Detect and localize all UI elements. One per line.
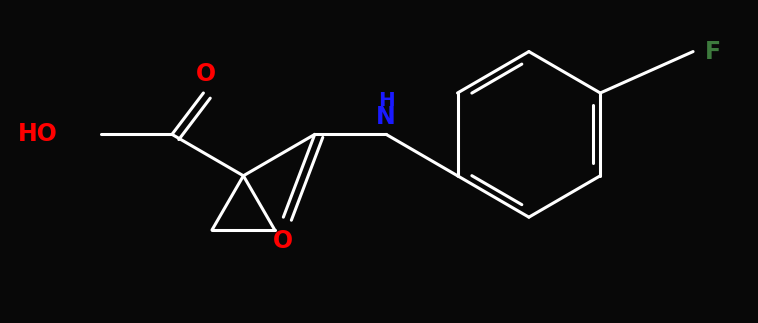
Text: HO: HO	[18, 122, 58, 146]
Text: H: H	[377, 91, 394, 110]
Text: O: O	[274, 229, 293, 253]
Text: N: N	[376, 105, 396, 129]
Text: F: F	[704, 40, 721, 64]
Text: O: O	[196, 62, 216, 86]
